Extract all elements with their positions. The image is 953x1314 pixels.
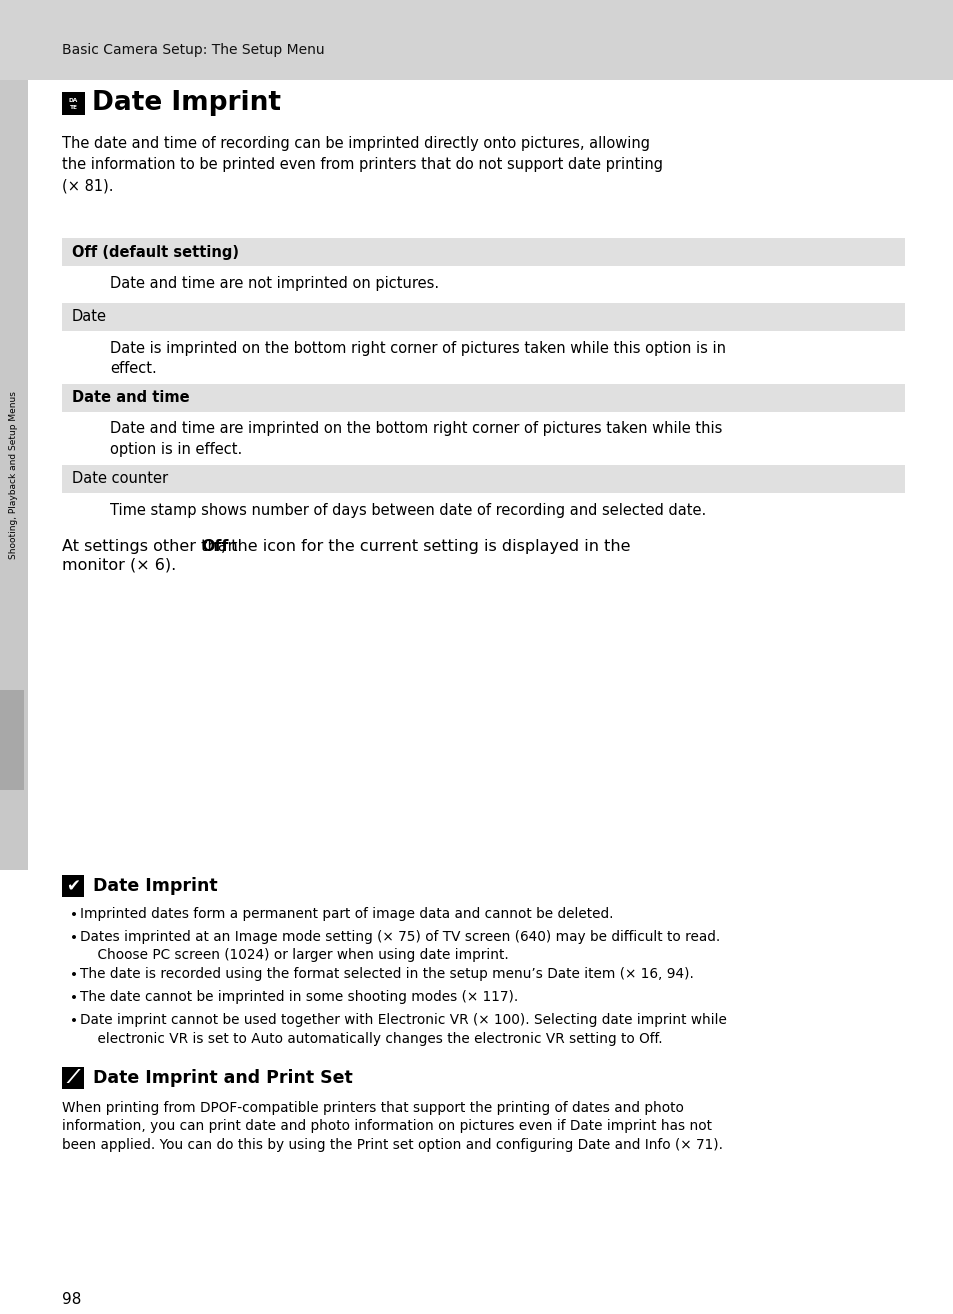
Text: 98: 98 [62, 1292, 81, 1307]
Text: ✔: ✔ [66, 876, 80, 895]
Text: Imprinted dates form a permanent part of image data and cannot be deleted.: Imprinted dates form a permanent part of… [80, 907, 613, 921]
Text: TE: TE [70, 105, 77, 110]
Text: •: • [70, 908, 78, 922]
Text: Date Imprint and Print Set: Date Imprint and Print Set [92, 1068, 353, 1087]
Bar [62, 875, 84, 897]
Text: monitor (× 6).: monitor (× 6). [62, 558, 176, 573]
Bar [62, 302, 904, 331]
Text: Shooting, Playback and Setup Menus: Shooting, Playback and Setup Menus [10, 392, 18, 558]
Text: Date and time: Date and time [71, 390, 190, 405]
Bar [62, 384, 904, 411]
Text: The date and time of recording can be imprinted directly onto pictures, allowing: The date and time of recording can be im… [62, 137, 662, 193]
Text: Date and time are imprinted on the bottom right corner of pictures taken while t: Date and time are imprinted on the botto… [110, 422, 721, 457]
Text: When printing from DPOF-compatible printers that support the printing of dates a: When printing from DPOF-compatible print… [62, 1101, 722, 1152]
Text: •: • [70, 930, 78, 945]
Text: Dates imprinted at an Image mode setting (× 75) of TV screen (640) may be diffic: Dates imprinted at an Image mode setting… [80, 930, 720, 962]
Text: Date Imprint: Date Imprint [92, 876, 217, 895]
Text: Date Imprint: Date Imprint [91, 91, 281, 117]
Text: Date imprint cannot be used together with Electronic VR (× 100). Selecting date : Date imprint cannot be used together wit… [80, 1013, 726, 1046]
Text: , the icon for the current setting is displayed in the: , the icon for the current setting is di… [220, 539, 630, 555]
Text: Time stamp shows number of days between date of recording and selected date.: Time stamp shows number of days between … [110, 502, 705, 518]
Text: •: • [70, 968, 78, 983]
Bar [0, 80, 28, 870]
Text: DA: DA [69, 99, 78, 102]
Bar [62, 1067, 84, 1088]
Text: Basic Camera Setup: The Setup Menu: Basic Camera Setup: The Setup Menu [62, 42, 324, 57]
Text: ⁄: ⁄ [71, 1068, 74, 1087]
Text: •: • [70, 1014, 78, 1028]
Text: The date cannot be imprinted in some shooting modes (× 117).: The date cannot be imprinted in some sho… [80, 991, 517, 1004]
Bar [62, 465, 904, 493]
Bar [62, 238, 904, 265]
Text: Date: Date [71, 309, 107, 325]
Text: Date and time are not imprinted on pictures.: Date and time are not imprinted on pictu… [110, 276, 438, 290]
Bar [62, 92, 85, 116]
Bar [0, 690, 24, 790]
Bar [0, 0, 953, 80]
Text: Date is imprinted on the bottom right corner of pictures taken while this option: Date is imprinted on the bottom right co… [110, 340, 725, 376]
Text: •: • [70, 991, 78, 1005]
Text: Off (default setting): Off (default setting) [71, 244, 239, 259]
Text: The date is recorded using the format selected in the setup menu’s Date item (× : The date is recorded using the format se… [80, 967, 693, 982]
Text: At settings other than: At settings other than [62, 539, 243, 555]
Text: Date counter: Date counter [71, 470, 168, 486]
Text: Off: Off [201, 539, 229, 555]
